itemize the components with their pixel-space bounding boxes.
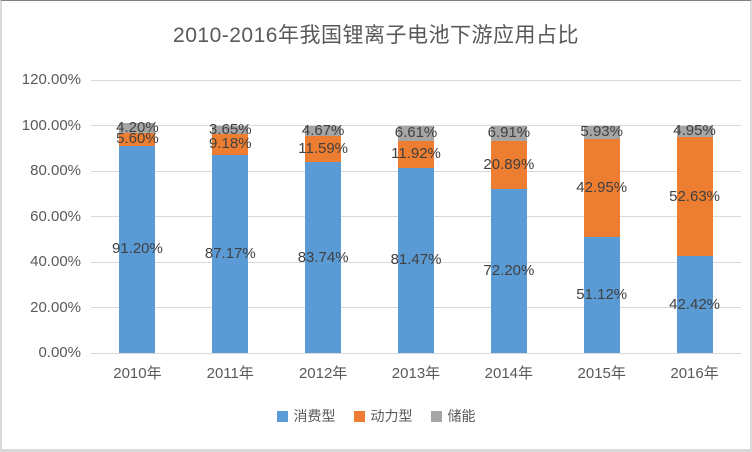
data-label-consumer-type: 72.20%: [483, 261, 535, 279]
legend-item-power-type: 动力型: [353, 406, 413, 426]
y-axis-tick-label: 120.00%: [21, 71, 81, 88]
bar-segment-power-type: [212, 133, 249, 155]
data-label-energy-storage: 4.20%: [116, 119, 159, 136]
data-label-energy-storage: 6.91%: [487, 124, 531, 142]
data-label-consumer-type: 51.12%: [576, 285, 628, 303]
bar-segment-consumer-type: [305, 162, 342, 353]
bar-segment-power-type: [119, 132, 156, 146]
data-label-power-type: 11.92%: [391, 145, 441, 163]
legend-item-energy-storage: 储能: [430, 406, 476, 426]
data-label-consumer-type: 81.47%: [390, 251, 442, 269]
y-axis-tick-label: 40.00%: [30, 253, 81, 270]
chart-title: 2010-2016年我国锂离子电池下游应用占比: [173, 24, 579, 47]
gridline: [91, 352, 741, 354]
x-axis-tick-label: 2014年: [484, 365, 534, 382]
bar-segment-energy-storage: [676, 125, 713, 137]
bar-segment-consumer-type: [676, 256, 713, 353]
data-label-energy-storage: 4.95%: [673, 122, 716, 140]
legend: 消费型 动力型 储能: [2, 406, 750, 426]
gridline: [91, 79, 741, 81]
data-label-energy-storage: 4.67%: [301, 121, 345, 139]
y-axis-tick-label: 0.00%: [38, 344, 81, 361]
data-label-power-type: 52.63%: [669, 187, 720, 205]
data-label-consumer-type: 87.17%: [204, 244, 256, 262]
bar-segment-power-type: [676, 136, 713, 257]
data-label-energy-storage: 3.65%: [209, 120, 252, 138]
x-axis-tick-label: 2016年: [670, 365, 719, 382]
y-axis-tick-label: 100.00%: [21, 116, 81, 134]
legend-label-energy-storage: 储能: [447, 408, 476, 424]
bar-segment-consumer-type: [212, 154, 249, 353]
bar-segment-power-type: [583, 138, 620, 237]
x-axis-tick-label: 2011年: [206, 365, 254, 382]
bar-segment-power-type: [305, 136, 342, 163]
data-label-power-type: 20.89%: [483, 155, 535, 173]
bar-segment-energy-storage: [398, 125, 434, 141]
x-axis-tick-label: 2015年: [577, 365, 626, 382]
legend-swatch-consumer-type: [276, 410, 288, 422]
y-axis-tick-label: 60.00%: [30, 207, 81, 225]
data-label-power-type: 9.18%: [209, 135, 252, 153]
x-axis-tick-label: 2012年: [298, 365, 348, 382]
bar-segment-energy-storage: [119, 123, 156, 133]
legend-item-consumer-type: 消费型: [276, 406, 336, 426]
legend-label-consumer-type: 消费型: [293, 408, 336, 424]
data-label-consumer-type: 42.42%: [669, 295, 720, 313]
legend-swatch-energy-storage: [430, 410, 442, 422]
data-label-power-type: 5.60%: [116, 130, 159, 148]
y-axis-tick-label: 80.00%: [30, 162, 81, 179]
legend-swatch-power-type: [353, 410, 365, 422]
bar-segment-power-type: [398, 140, 434, 168]
bar-segment-energy-storage: [212, 125, 249, 134]
legend-label-power-type: 动力型: [370, 408, 413, 424]
bar-segment-consumer-type: [119, 145, 156, 353]
data-label-consumer-type: 91.20%: [111, 240, 163, 258]
x-axis-tick-label: 2010年: [113, 365, 162, 382]
bar-segment-energy-storage: [583, 125, 620, 139]
data-label-consumer-type: 83.74%: [297, 248, 349, 266]
data-label-energy-storage: 6.61%: [394, 124, 438, 142]
data-label-power-type: 11.59%: [298, 140, 349, 158]
bar-segment-consumer-type: [490, 188, 527, 353]
bar-segment-energy-storage: [305, 125, 342, 137]
data-label-power-type: 42.95%: [576, 178, 628, 196]
bar-segment-energy-storage: [490, 125, 527, 142]
bar-segment-power-type: [490, 141, 527, 189]
bar-segment-consumer-type: [398, 167, 434, 353]
x-axis-tick-label: 2013年: [391, 365, 441, 382]
bar-segment-consumer-type: [583, 236, 620, 353]
y-axis-tick-label: 20.00%: [30, 298, 81, 316]
data-label-energy-storage: 5.93%: [580, 123, 623, 141]
